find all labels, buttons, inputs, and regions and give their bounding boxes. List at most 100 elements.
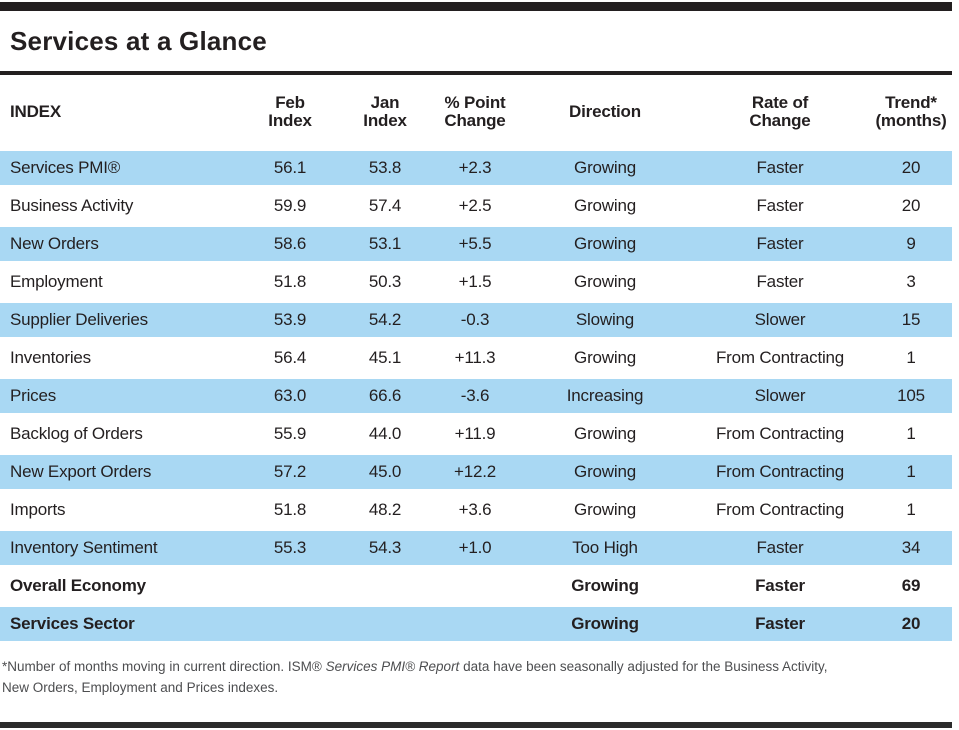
bottom-rule-bar bbox=[0, 722, 952, 728]
point-change-cell: +1.0 bbox=[458, 538, 492, 557]
feb-index-cell: 63.0 bbox=[273, 386, 307, 405]
point-change-cell: +1.5 bbox=[458, 272, 492, 291]
point-change-cell: +11.9 bbox=[454, 424, 496, 443]
jan-index-cell: 53.1 bbox=[368, 234, 402, 253]
direction-cell: Growing bbox=[574, 158, 636, 177]
point-change-cell: +3.6 bbox=[458, 500, 492, 519]
jan-index-cell: 44.0 bbox=[368, 424, 402, 443]
table-row: Inventories 56.4 45.1 +11.3 Growing From… bbox=[0, 339, 952, 377]
trend-months-cell: 69 bbox=[901, 576, 921, 595]
point-change-cell: -3.6 bbox=[460, 386, 490, 405]
column-header-feb-index: Feb Index bbox=[268, 93, 312, 130]
table-row: New Orders 58.6 53.1 +5.5 Growing Faster… bbox=[0, 225, 952, 263]
direction-cell: Growing bbox=[571, 614, 639, 633]
rate-of-change-cell: Faster bbox=[756, 234, 804, 253]
direction-cell: Growing bbox=[574, 272, 636, 291]
trend-months-cell: 105 bbox=[897, 386, 925, 405]
index-cell: Inventories bbox=[10, 348, 91, 367]
rate-of-change-cell: Faster bbox=[756, 158, 804, 177]
footnote: *Number of months moving in current dire… bbox=[2, 656, 932, 698]
trend-months-cell: 15 bbox=[901, 310, 921, 329]
footnote-text: *Number of months moving in current dire… bbox=[2, 659, 326, 674]
jan-index-cell: 57.4 bbox=[368, 196, 402, 215]
rate-of-change-cell: Faster bbox=[756, 272, 804, 291]
index-cell: Supplier Deliveries bbox=[10, 310, 148, 329]
rate-of-change-cell: From Contracting bbox=[715, 500, 845, 519]
trend-months-cell: 1 bbox=[906, 500, 916, 519]
column-header-index: INDEX bbox=[10, 102, 61, 121]
jan-index-cell: 54.3 bbox=[368, 538, 402, 557]
rate-of-change-cell: Faster bbox=[755, 614, 805, 633]
jan-index-cell: 54.2 bbox=[368, 310, 402, 329]
feb-index-cell: 53.9 bbox=[273, 310, 307, 329]
column-header-direction: Direction bbox=[569, 102, 641, 121]
feb-index-cell: 51.8 bbox=[273, 500, 307, 519]
direction-cell: Growing bbox=[574, 462, 636, 481]
trend-months-cell: 3 bbox=[906, 272, 916, 291]
table-row: Overall Economy Growing Faster 69 bbox=[0, 567, 952, 605]
direction-cell: Growing bbox=[574, 500, 636, 519]
index-cell: Services PMI® bbox=[10, 158, 121, 177]
table-row: Services Sector Growing Faster 20 bbox=[0, 605, 952, 643]
direction-cell: Growing bbox=[571, 576, 639, 595]
table-row: Prices 63.0 66.6 -3.6 Increasing Slower … bbox=[0, 377, 952, 415]
direction-cell: Growing bbox=[574, 234, 636, 253]
jan-index-cell: 45.1 bbox=[368, 348, 402, 367]
feb-index-cell: 57.2 bbox=[273, 462, 307, 481]
index-cell: Inventory Sentiment bbox=[10, 538, 158, 557]
direction-cell: Increasing bbox=[566, 386, 644, 405]
index-cell: Business Activity bbox=[10, 196, 134, 215]
rate-of-change-cell: From Contracting bbox=[715, 348, 845, 367]
trend-months-cell: 1 bbox=[906, 348, 916, 367]
table-row: Services PMI® 56.1 53.8 +2.3 Growing Fas… bbox=[0, 149, 952, 187]
rate-of-change-cell: Faster bbox=[756, 196, 804, 215]
point-change-cell: -0.3 bbox=[460, 310, 490, 329]
column-header-rate-of-change: Rate of Change bbox=[749, 93, 811, 130]
trend-months-cell: 1 bbox=[906, 462, 916, 481]
footnote-line-1: *Number of months moving in current dire… bbox=[2, 656, 932, 677]
rate-of-change-cell: Slower bbox=[754, 386, 806, 405]
point-change-cell: +5.5 bbox=[458, 234, 492, 253]
rate-of-change-cell: Faster bbox=[756, 538, 804, 557]
feb-index-cell: 56.1 bbox=[273, 158, 307, 177]
index-cell: Services Sector bbox=[10, 614, 135, 633]
title-rule bbox=[0, 71, 952, 75]
feb-index-cell: 59.9 bbox=[273, 196, 307, 215]
trend-months-cell: 20 bbox=[901, 196, 921, 215]
jan-index-cell: 48.2 bbox=[368, 500, 402, 519]
index-cell: Imports bbox=[10, 500, 66, 519]
point-change-cell: +2.3 bbox=[458, 158, 492, 177]
index-cell: New Orders bbox=[10, 234, 99, 253]
jan-index-cell: 50.3 bbox=[368, 272, 402, 291]
index-cell: Overall Economy bbox=[10, 576, 146, 595]
footnote-text-continued: data have been seasonally adjusted for t… bbox=[459, 659, 828, 674]
rate-of-change-cell: Slower bbox=[754, 310, 806, 329]
index-cell: Employment bbox=[10, 272, 103, 291]
rate-of-change-cell: From Contracting bbox=[715, 462, 845, 481]
table-row: Backlog of Orders 55.9 44.0 +11.9 Growin… bbox=[0, 415, 952, 453]
direction-cell: Growing bbox=[574, 424, 636, 443]
feb-index-cell: 55.9 bbox=[273, 424, 307, 443]
table-row: Business Activity 59.9 57.4 +2.5 Growing… bbox=[0, 187, 952, 225]
column-header-point-change: % Point Change bbox=[444, 93, 506, 130]
top-rule-bar bbox=[0, 2, 952, 11]
column-header-jan-index: Jan Index bbox=[363, 93, 407, 130]
point-change-cell: +11.3 bbox=[454, 348, 496, 367]
trend-months-cell: 20 bbox=[901, 614, 921, 633]
rate-of-change-cell: From Contracting bbox=[715, 424, 845, 443]
index-cell: Prices bbox=[10, 386, 57, 405]
table-body: Services PMI® 56.1 53.8 +2.3 Growing Fas… bbox=[0, 149, 952, 643]
table-header-row: INDEX Feb Index Jan Index % Point Change… bbox=[0, 75, 952, 149]
jan-index-cell: 45.0 bbox=[368, 462, 402, 481]
index-cell: New Export Orders bbox=[10, 462, 152, 481]
feb-index-cell: 56.4 bbox=[273, 348, 307, 367]
feb-index-cell: 55.3 bbox=[273, 538, 307, 557]
direction-cell: Growing bbox=[574, 196, 636, 215]
direction-cell: Growing bbox=[574, 348, 636, 367]
trend-months-cell: 1 bbox=[906, 424, 916, 443]
trend-months-cell: 9 bbox=[906, 234, 916, 253]
footnote-line-2: New Orders, Employment and Prices indexe… bbox=[2, 680, 279, 695]
jan-index-cell: 53.8 bbox=[368, 158, 402, 177]
services-glance-table: INDEX Feb Index Jan Index % Point Change… bbox=[0, 75, 952, 643]
point-change-cell: +12.2 bbox=[453, 462, 496, 481]
